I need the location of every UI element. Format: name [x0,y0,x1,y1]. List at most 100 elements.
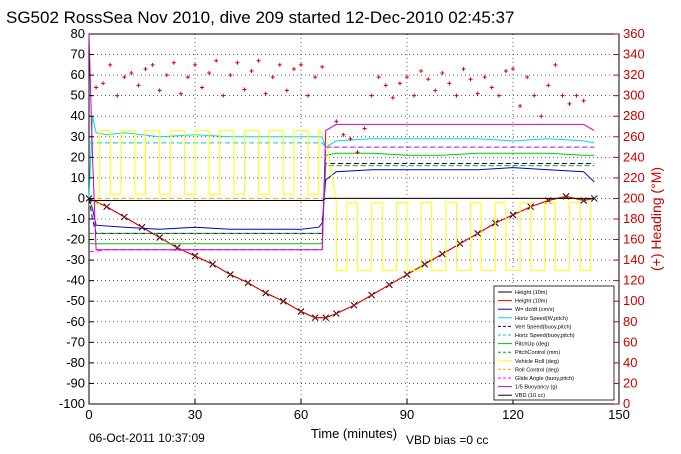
y-tick-label: -70 [66,334,85,349]
heading-marker [94,85,99,90]
y-tick-label: 50 [71,88,85,103]
legend-label: Glide Angle (buoy,pitch) [515,376,574,382]
heading-marker [348,136,353,141]
vbd-bias-footer: VBD bias =0 cc [406,433,488,447]
legend: Height (10m) Height (10m) W= dz/dt (cm/s) H… [493,285,615,401]
series-line [88,33,595,251]
y-tick-label: -40 [66,273,85,288]
right-axis-label: (+) Heading (°M) [648,167,664,271]
heading-marker [263,91,268,96]
heading-marker [482,75,487,80]
heading-marker [242,87,247,92]
heading-marker [454,93,459,98]
right-y-tick-label: 340 [623,47,645,62]
heading-marker [511,66,515,71]
heading-marker [157,88,162,93]
heading-marker [313,75,318,80]
legend-label: W= dz/dt (cm/s) [515,307,554,313]
series-line [89,129,592,271]
series-line [89,142,595,148]
right-y-tick-label: 0 [623,396,630,411]
heading-marker [581,98,586,103]
heading-marker [270,75,275,80]
heading-marker [101,81,106,86]
right-y-tick-label: 360 [623,26,645,41]
y-tick-label: -90 [66,375,85,390]
heading-marker [214,58,219,63]
series-layer [85,33,598,322]
heading-marker [299,62,303,67]
heading-marker [249,69,254,73]
heading-marker [419,69,424,73]
heading-marker [129,71,134,76]
x-tick-label: 30 [188,407,202,422]
legend-box [493,285,615,401]
heading-marker [143,66,148,71]
heading-marker [553,62,558,67]
heading-marker [461,66,466,71]
heading-marker [440,71,445,76]
heading-marker [390,95,395,100]
heading-marker [200,85,205,90]
y-tick-label: -50 [66,293,85,308]
right-y-tick-label: 300 [623,88,645,103]
series-line [88,163,595,234]
heading-marker [405,75,409,80]
heading-marker [178,91,183,96]
heading-marker [518,103,523,108]
heading-marker [193,62,197,67]
legend-label: Height (10m) [515,299,547,305]
heading-marker [532,93,537,98]
heading-marker [171,60,176,65]
y-tick-label: -20 [66,232,85,247]
y-tick-label: 20 [71,149,85,164]
right-y-tick-label: 20 [623,375,637,390]
x-tick-label: 60 [294,407,308,422]
heading-marker [355,150,360,155]
heading-marker [122,75,127,80]
heading-marker [221,93,226,98]
y-tick-label: 70 [71,47,85,62]
heading-marker [567,101,572,106]
legend-label: Height (10m) [515,290,547,296]
right-y-tick-label: 180 [623,211,645,226]
series-line [88,146,595,253]
grid [89,34,619,404]
y-tick-label: -80 [66,355,85,370]
heading-marker [256,58,261,63]
heading-marker [320,64,325,69]
heading-marker [115,93,120,98]
legend-label: Horiz Speed(buoy,pitch) [515,333,575,339]
right-y-tick-label: 60 [623,334,637,349]
heading-marker [539,114,544,119]
timestamp-footer: 06-Oct-2011 10:37:09 [89,431,205,445]
heading-marker [341,132,346,137]
ticks-layer: 0 30 60 90 120 15080706050403020100-10-20-30-… [59,26,645,422]
heading-marker [235,60,240,65]
y-tick-label: -30 [66,252,85,267]
heading-marker [574,93,579,98]
series-line [88,167,595,230]
legend-label: Roll Control (deg) [515,367,559,373]
heading-marker [433,88,438,93]
chart-title: SG502 RossSea Nov 2010, dive 209 started… [6,8,514,27]
heading-marker [369,93,374,98]
right-y-tick-label: 140 [623,252,645,267]
series-line [89,165,595,234]
heading-marker [150,62,155,67]
y-tick-label: 30 [71,129,85,144]
x-tick-label: 0 [85,407,92,422]
heading-marker [334,119,339,124]
heading-marker [362,126,367,131]
right-y-tick-label: 200 [623,190,645,205]
heading-layer [94,58,586,155]
right-y-tick-label: 260 [623,129,645,144]
heading-marker [383,83,388,88]
heading-marker [546,83,551,88]
series-line [88,116,595,199]
series-line [88,195,595,319]
legend-label: PitchControl (mm) [515,350,560,356]
heading-marker [503,69,508,73]
